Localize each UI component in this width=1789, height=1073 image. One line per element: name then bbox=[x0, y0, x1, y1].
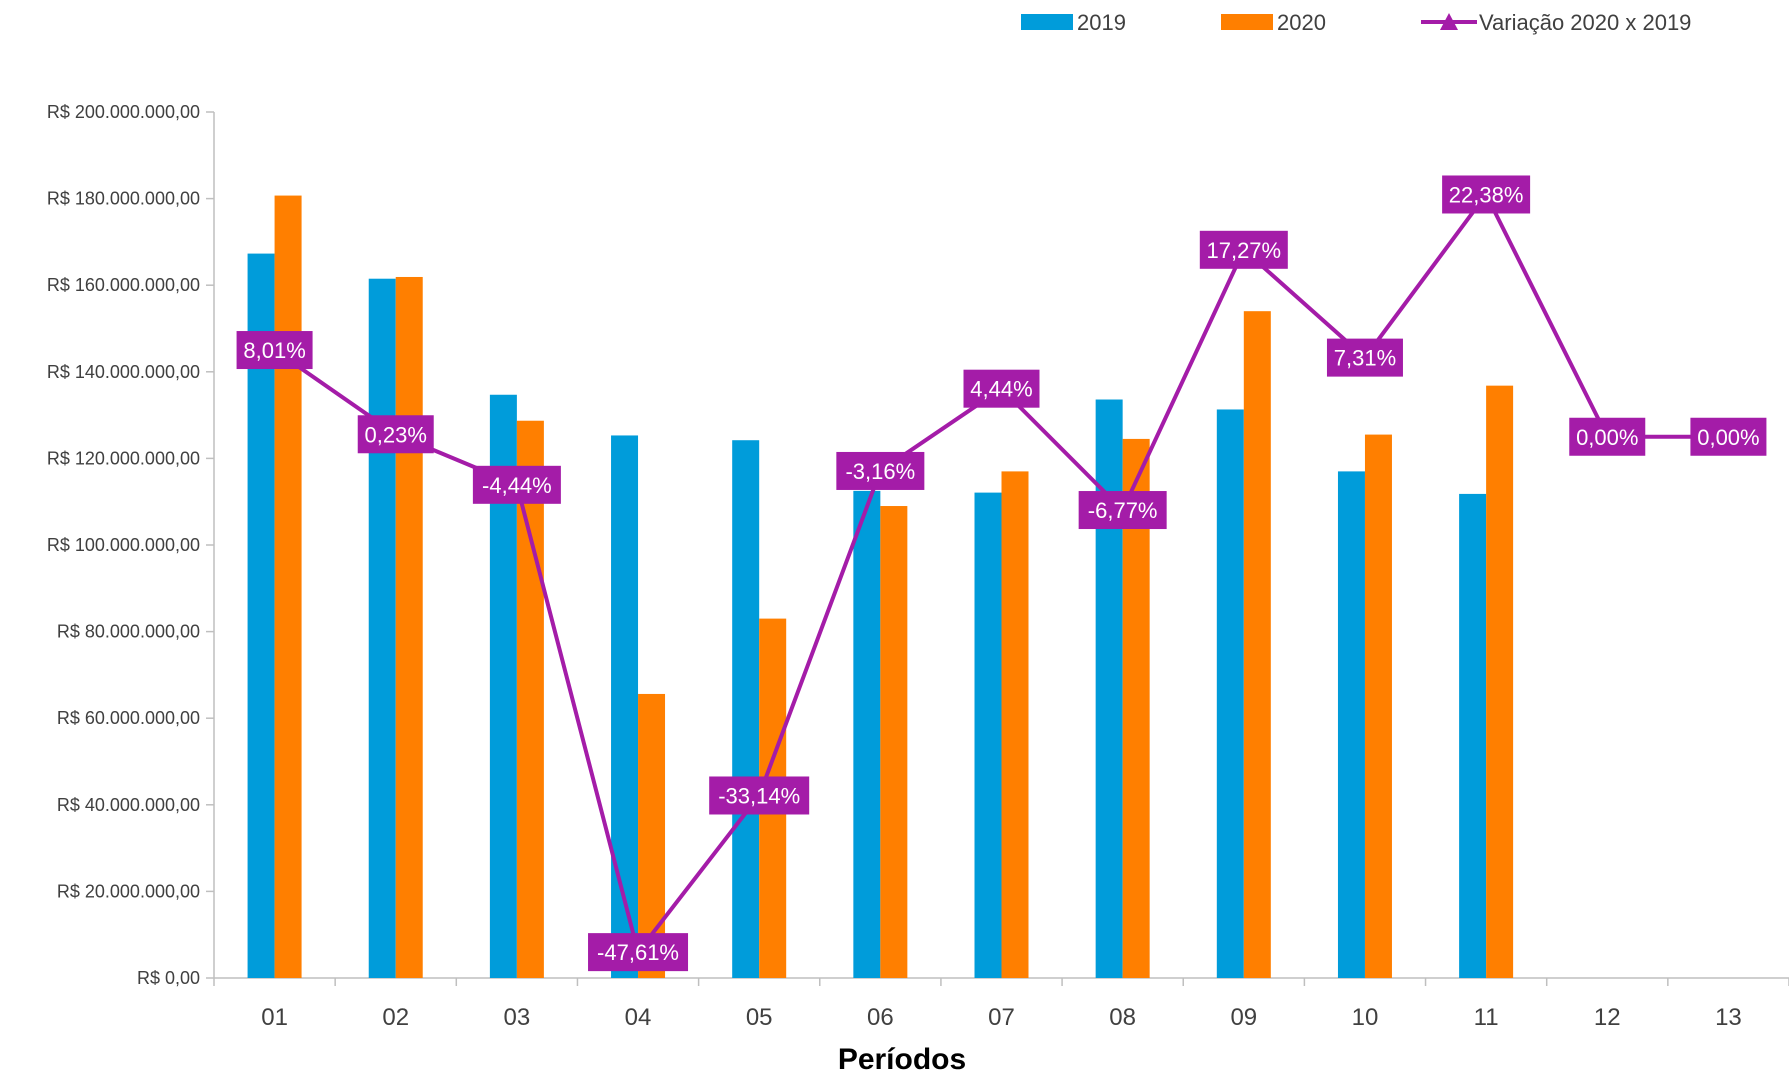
x-tick-label: 02 bbox=[382, 1004, 409, 1031]
variation-line: 8,01% 0,23% -4,44% -47,61% -33,14% -3,16% 4,44… bbox=[236, 175, 1767, 972]
x-axis-title: Períodos bbox=[838, 1043, 966, 1073]
bar-2020-07 bbox=[1001, 471, 1029, 978]
y-tick-label: R$ 180.000.000,00 bbox=[47, 189, 200, 209]
x-tick-label: 09 bbox=[1230, 1004, 1257, 1031]
x-tick-label: 03 bbox=[504, 1004, 531, 1031]
bar-2020-09 bbox=[1243, 311, 1271, 978]
bar-2019-01 bbox=[247, 253, 275, 978]
bar-2019-04 bbox=[611, 435, 639, 978]
y-tick-label: R$ 20.000.000,00 bbox=[57, 881, 200, 901]
x-tick-label: 01 bbox=[261, 1004, 288, 1031]
triangle-marker-icon bbox=[1440, 13, 1458, 30]
variation-label-box bbox=[1442, 175, 1531, 214]
variation-label: 0,23% bbox=[365, 422, 427, 447]
variation-label-box bbox=[236, 331, 313, 370]
variation-label: -6,77% bbox=[1088, 498, 1158, 523]
bar-2020-03 bbox=[516, 420, 544, 978]
variation-label-box bbox=[1690, 417, 1767, 456]
bar-2020-10 bbox=[1364, 434, 1392, 979]
variation-label-box bbox=[1326, 338, 1403, 377]
legend-label: Variação 2020 x 2019 bbox=[1479, 10, 1691, 35]
variation-label-box bbox=[963, 369, 1040, 408]
variation-label: 0,00% bbox=[1697, 425, 1759, 450]
y-tick-label: R$ 100.000.000,00 bbox=[47, 535, 200, 555]
y-tick-label: R$ 80.000.000,00 bbox=[57, 622, 200, 642]
variation-label: 4,44% bbox=[970, 377, 1032, 402]
variation-label-box bbox=[357, 415, 434, 454]
variation-label: 7,31% bbox=[1334, 346, 1396, 371]
variation-label: 22,38% bbox=[1449, 182, 1524, 207]
bar-2019-11 bbox=[1459, 493, 1487, 978]
legend-label: 2020 bbox=[1277, 10, 1326, 35]
bar-2019-05 bbox=[732, 440, 760, 978]
variation-label: -3,16% bbox=[845, 459, 915, 484]
y-tick-label: R$ 160.000.000,00 bbox=[47, 275, 200, 295]
variation-label-box bbox=[1078, 491, 1167, 530]
bar-2019-02 bbox=[368, 278, 396, 979]
variation-label-box bbox=[588, 933, 689, 972]
variation-label: -33,14% bbox=[718, 783, 800, 808]
bar-2019-06 bbox=[853, 490, 881, 978]
bar-2020-11 bbox=[1486, 385, 1514, 978]
x-tick-label: 10 bbox=[1352, 1004, 1379, 1031]
bar-2020-04 bbox=[638, 693, 666, 978]
bar-2020-06 bbox=[880, 506, 908, 978]
x-tick-label: 11 bbox=[1474, 1004, 1499, 1031]
variation-label: 17,27% bbox=[1206, 238, 1281, 263]
y-tick-label: R$ 120.000.000,00 bbox=[47, 448, 200, 468]
variation-label: 8,01% bbox=[243, 338, 305, 363]
variation-label: -47,61% bbox=[597, 940, 679, 965]
bar-2020-01 bbox=[274, 195, 302, 979]
legend: 2019 2020 Variação 2020 x 2019 bbox=[1021, 10, 1691, 35]
variation-label-box bbox=[1199, 230, 1288, 269]
x-tick-label: 12 bbox=[1594, 1004, 1621, 1031]
x-axis: 01 02 03 04 05 06 07 08 09 10 11 12 13 bbox=[213, 977, 1789, 1031]
variation-label-box bbox=[709, 776, 810, 815]
bar-2019-09 bbox=[1216, 409, 1244, 978]
legend-swatch bbox=[1221, 14, 1273, 30]
variation-label-box bbox=[472, 465, 561, 504]
x-tick-label: 06 bbox=[867, 1004, 894, 1031]
x-tick-label: 04 bbox=[625, 1004, 652, 1031]
legend-swatch bbox=[1021, 14, 1073, 30]
x-tick-label: 08 bbox=[1109, 1004, 1136, 1031]
bars bbox=[247, 195, 1514, 979]
y-tick-label: R$ 0,00 bbox=[137, 968, 200, 988]
x-tick-label: 05 bbox=[746, 1004, 773, 1031]
y-axis: R$ 0,00 R$ 20.000.000,00 R$ 40.000.000,00 R… bbox=[47, 102, 215, 988]
x-tick-label: 07 bbox=[988, 1004, 1015, 1031]
y-tick-label: R$ 200.000.000,00 bbox=[47, 102, 200, 122]
bar-2019-10 bbox=[1337, 471, 1365, 978]
variation-label-box bbox=[836, 451, 925, 490]
legend-label: 2019 bbox=[1077, 10, 1126, 35]
bar-2019-07 bbox=[974, 492, 1002, 978]
y-tick-label: R$ 140.000.000,00 bbox=[47, 362, 200, 382]
variation-label: 0,00% bbox=[1576, 425, 1638, 450]
x-tick-label: 13 bbox=[1715, 1004, 1742, 1031]
y-tick-label: R$ 40.000.000,00 bbox=[57, 795, 200, 815]
y-tick-label: R$ 60.000.000,00 bbox=[57, 708, 200, 728]
variation-label-box bbox=[1569, 417, 1646, 456]
variation-label: -4,44% bbox=[482, 473, 552, 498]
bar-2020-02 bbox=[395, 276, 423, 978]
